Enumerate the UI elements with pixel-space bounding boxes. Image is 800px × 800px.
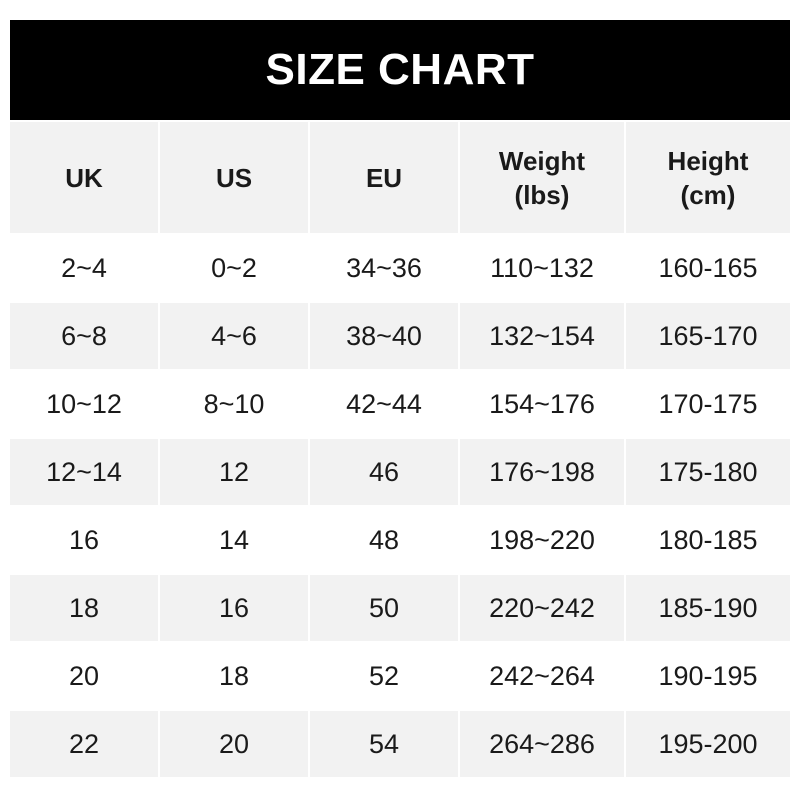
table-cell: 50: [310, 575, 458, 641]
table-cell: 20: [160, 711, 308, 777]
table-cell: 48: [310, 507, 458, 573]
table-cell: 14: [160, 507, 308, 573]
table-cell: 20: [10, 643, 158, 709]
table-cell: 22: [10, 711, 158, 777]
size-chart-table: UK US EU Weight (lbs) Height (cm) 2~4 0~2 34~36 1…: [8, 120, 792, 779]
table-cell: 10~12: [10, 371, 158, 437]
column-header: EU: [310, 122, 458, 233]
table-cell: 46: [310, 439, 458, 505]
table-cell: 16: [10, 507, 158, 573]
table-cell: 220~242: [460, 575, 624, 641]
table-row: 22 20 54 264~286 195-200: [10, 711, 790, 777]
column-header-text: US: [215, 162, 253, 193]
table-cell: 18: [160, 643, 308, 709]
table-cell: 170-175: [626, 371, 790, 437]
table-row: 2~4 0~2 34~36 110~132 160-165: [10, 235, 790, 301]
table-row: 12~14 12 46 176~198 175-180: [10, 439, 790, 505]
table-cell: 0~2: [160, 235, 308, 301]
table-row: 6~8 4~6 38~40 132~154 165-170: [10, 303, 790, 369]
table-cell: 190-195: [626, 643, 790, 709]
table-cell: 52: [310, 643, 458, 709]
table-cell: 16: [160, 575, 308, 641]
column-header-text: EU: [365, 162, 403, 193]
header-row: UK US EU Weight (lbs) Height (cm): [10, 122, 790, 233]
column-header: Weight (lbs): [460, 122, 624, 233]
table-cell: 42~44: [310, 371, 458, 437]
column-header-text: (cm): [680, 179, 736, 210]
table-cell: 180-185: [626, 507, 790, 573]
table-cell: 34~36: [310, 235, 458, 301]
column-header: Height (cm): [626, 122, 790, 233]
table-cell: 12~14: [10, 439, 158, 505]
table-cell: 54: [310, 711, 458, 777]
table-cell: 2~4: [10, 235, 158, 301]
table-cell: 4~6: [160, 303, 308, 369]
table-cell: 195-200: [626, 711, 790, 777]
table-cell: 8~10: [160, 371, 308, 437]
table-cell: 154~176: [460, 371, 624, 437]
table-cell: 12: [160, 439, 308, 505]
table-cell: 264~286: [460, 711, 624, 777]
table-row: 20 18 52 242~264 190-195: [10, 643, 790, 709]
column-header: UK: [10, 122, 158, 233]
table-cell: 110~132: [460, 235, 624, 301]
table-cell: 175-180: [626, 439, 790, 505]
table-cell: 38~40: [310, 303, 458, 369]
table-row: 18 16 50 220~242 185-190: [10, 575, 790, 641]
table-cell: 198~220: [460, 507, 624, 573]
table-row: 16 14 48 198~220 180-185: [10, 507, 790, 573]
table-cell: 132~154: [460, 303, 624, 369]
table-row: 10~12 8~10 42~44 154~176 170-175: [10, 371, 790, 437]
table-cell: 185-190: [626, 575, 790, 641]
table-cell: 165-170: [626, 303, 790, 369]
size-chart-title: SIZE CHART: [10, 20, 790, 120]
table-cell: 6~8: [10, 303, 158, 369]
table-cell: 176~198: [460, 439, 624, 505]
column-header: US: [160, 122, 308, 233]
column-header-text: Height: [667, 145, 749, 176]
table-cell: 160-165: [626, 235, 790, 301]
column-header-text: UK: [65, 162, 103, 193]
table-cell: 242~264: [460, 643, 624, 709]
column-header-text: Weight: [498, 145, 586, 176]
table-cell: 18: [10, 575, 158, 641]
column-header-text: (lbs): [514, 179, 570, 210]
